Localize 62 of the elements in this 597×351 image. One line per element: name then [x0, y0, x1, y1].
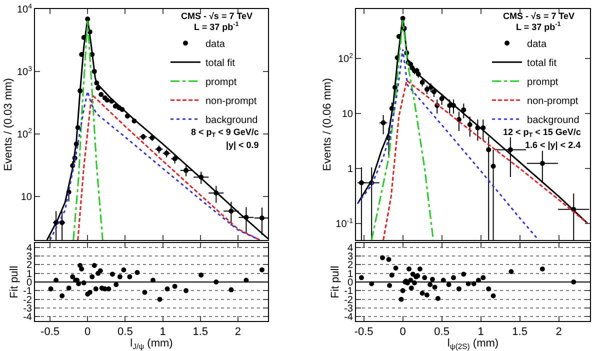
x-tick-label: 0.5 — [434, 326, 450, 338]
y-tick-label: -2 — [23, 294, 32, 306]
annotation: 1.6 < |y| < 2.4 — [525, 140, 581, 150]
y-tick-label: 4 — [347, 242, 354, 254]
annotation: 8 < p$_{T}$ < 9 GeV/c — [191, 127, 259, 139]
y-tick-label: 10 — [20, 192, 32, 203]
x-axis-title: l$_{ψ(2S)}$ (mm) — [447, 338, 499, 351]
y-tick-label: 10$^{-1}$ — [336, 218, 354, 230]
y-axis-title: Fit pull — [330, 266, 342, 298]
x-tick-label: 0 — [400, 326, 406, 338]
legend-label: total fit — [527, 58, 557, 70]
x-tick-label: 0.5 — [118, 326, 133, 338]
y-tick-label: 10$^{2}$ — [16, 128, 32, 140]
y-tick-label: 4 — [26, 242, 32, 254]
y-tick-label: 1 — [347, 268, 354, 280]
legend-label: non-prompt — [205, 96, 257, 108]
y-tick-label: -2 — [344, 294, 354, 306]
x-tick-label: 2 — [556, 326, 562, 338]
y-tick-label: 10$^{3}$ — [16, 66, 32, 78]
legend-label: non-prompt — [527, 96, 578, 108]
y-tick-label: 2 — [26, 260, 32, 272]
y-tick-label: 1 — [347, 164, 354, 176]
annotation: CMS - √s = 7 TeV — [181, 11, 253, 21]
y-tick-label: -4 — [23, 312, 32, 324]
x-tick-label: 1.5 — [192, 326, 208, 338]
y-tick-label: 10$^{2}$ — [338, 52, 354, 66]
legend-label: background — [205, 115, 258, 126]
annotation: |y| < 0.9 — [226, 140, 259, 150]
legend-label: data — [527, 39, 547, 50]
y-tick-label: 10$^{4}$ — [16, 3, 32, 16]
legend-label: data — [205, 39, 226, 50]
y-axis-title: Fit pull — [8, 266, 21, 298]
x-tick-label: -0.5 — [354, 326, 374, 338]
y-tick-label: 1 — [26, 268, 32, 280]
x-tick-label: 1.5 — [512, 326, 528, 338]
x-tick-label: 1 — [160, 326, 166, 338]
legend-label: prompt — [527, 77, 558, 88]
x-tick-label: 2 — [234, 326, 242, 338]
y-tick-label: -1 — [344, 286, 354, 298]
y-axis-title: Events / (0.03 mm) — [2, 78, 15, 171]
annotation: L = 37 pb$^{-1}$ — [194, 21, 240, 32]
y-tick-label: -4 — [344, 312, 354, 324]
y-tick-label: 3 — [347, 252, 354, 262]
y-tick-label: -3 — [344, 304, 354, 314]
y-axis-title: Events / (0.06 mm) — [321, 78, 334, 171]
legend-label: total fit — [205, 58, 236, 70]
y-tick-label: -1 — [23, 286, 32, 298]
annotation: CMS - √s = 7 TeV — [503, 11, 575, 21]
x-axis-title: l$_{J/ψ}$ (mm) — [130, 338, 173, 351]
y-tick-label: 10 — [342, 109, 354, 120]
x-tick-label: 0 — [84, 326, 91, 338]
y-tick-label: 0 — [347, 278, 354, 288]
legend-label: prompt — [205, 77, 237, 88]
legend-label: background — [527, 115, 580, 126]
y-tick-label: 2 — [347, 260, 354, 272]
annotation: L = 37 pb$^{-1}$ — [516, 21, 562, 32]
annotation: 12 < p$_{T}$ < 15 GeV/c — [503, 127, 581, 139]
x-tick-label: 1 — [478, 326, 484, 338]
y-tick-label: -3 — [23, 304, 32, 314]
y-tick-label: 3 — [26, 252, 32, 262]
x-tick-label: -0.5 — [40, 326, 60, 338]
y-tick-label: 0 — [26, 278, 32, 288]
